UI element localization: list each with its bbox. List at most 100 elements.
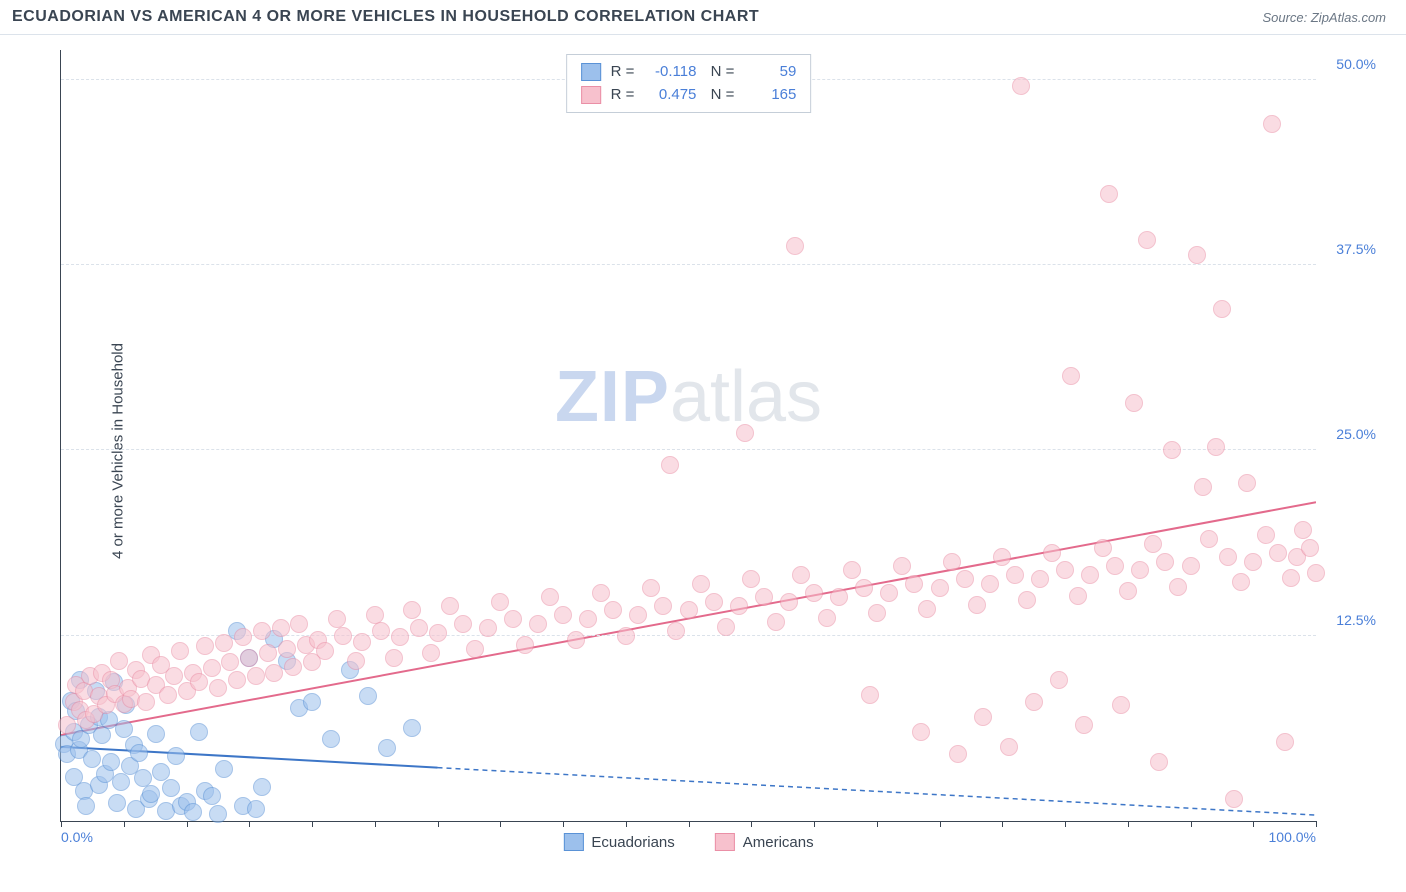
ytick-label: 37.5% <box>1336 241 1376 257</box>
xtick-mark <box>563 821 564 827</box>
scatter-point <box>1301 539 1319 557</box>
watermark-zip: ZIP <box>555 357 670 437</box>
xtick-mark <box>689 821 690 827</box>
scatter-point <box>1018 591 1036 609</box>
r-label: R = <box>611 61 635 84</box>
scatter-point <box>1062 367 1080 385</box>
xtick-mark <box>124 821 125 827</box>
scatter-point <box>77 797 95 815</box>
scatter-point <box>1156 553 1174 571</box>
ytick-label: 25.0% <box>1336 426 1376 442</box>
xtick-mark <box>312 821 313 827</box>
scatter-point <box>592 584 610 602</box>
scatter-point <box>1150 753 1168 771</box>
scatter-point <box>1106 557 1124 575</box>
scatter-point <box>209 805 227 823</box>
scatter-point <box>931 579 949 597</box>
xtick-mark <box>1253 821 1254 827</box>
gridline <box>61 449 1316 450</box>
xtick-mark <box>500 821 501 827</box>
scatter-point <box>780 593 798 611</box>
scatter-point <box>83 750 101 768</box>
scatter-point <box>1131 561 1149 579</box>
scatter-point <box>203 787 221 805</box>
n-label: N = <box>706 84 734 107</box>
r-value-americans: 0.475 <box>644 84 696 107</box>
scatter-point <box>1225 790 1243 808</box>
scatter-point <box>717 618 735 636</box>
scatter-point <box>184 803 202 821</box>
scatter-point <box>1006 566 1024 584</box>
scatter-point <box>1232 573 1250 591</box>
scatter-point <box>240 649 258 667</box>
xtick-mark <box>1316 821 1317 827</box>
scatter-point <box>993 548 1011 566</box>
scatter-point <box>1257 526 1275 544</box>
chart-container: 4 or more Vehicles in Household ZIPatlas… <box>50 50 1386 852</box>
scatter-point <box>410 619 428 637</box>
scatter-point <box>661 456 679 474</box>
swatch-americans <box>581 86 601 104</box>
scatter-point <box>905 575 923 593</box>
watermark: ZIPatlas <box>555 356 822 438</box>
xtick-mark <box>187 821 188 827</box>
legend-row-americans: R = 0.475 N = 165 <box>581 84 797 107</box>
scatter-point <box>247 800 265 818</box>
scatter-point <box>1238 474 1256 492</box>
scatter-point <box>805 584 823 602</box>
scatter-point <box>221 653 239 671</box>
scatter-point <box>868 604 886 622</box>
scatter-point <box>629 606 647 624</box>
scatter-point <box>1163 441 1181 459</box>
legend-item-americans: Americans <box>715 833 814 851</box>
scatter-point <box>1119 582 1137 600</box>
scatter-point <box>278 640 296 658</box>
scatter-point <box>1012 77 1030 95</box>
scatter-point <box>912 723 930 741</box>
scatter-point <box>893 557 911 575</box>
scatter-point <box>366 606 384 624</box>
scatter-point <box>303 693 321 711</box>
scatter-point <box>429 624 447 642</box>
scatter-point <box>1169 578 1187 596</box>
scatter-point <box>1282 569 1300 587</box>
legend-row-ecuadorians: R = -0.118 N = 59 <box>581 61 797 84</box>
scatter-point <box>134 769 152 787</box>
scatter-point <box>949 745 967 763</box>
scatter-point <box>479 619 497 637</box>
scatter-point <box>1182 557 1200 575</box>
correlation-legend: R = -0.118 N = 59 R = 0.475 N = 165 <box>566 54 812 113</box>
legend-item-ecuadorians: Ecuadorians <box>563 833 674 851</box>
scatter-point <box>137 693 155 711</box>
n-label: N = <box>706 61 734 84</box>
scatter-point <box>466 640 484 658</box>
scatter-point <box>529 615 547 633</box>
scatter-point <box>642 579 660 597</box>
scatter-point <box>112 773 130 791</box>
swatch-americans <box>715 833 735 851</box>
scatter-point <box>171 642 189 660</box>
scatter-point <box>680 601 698 619</box>
scatter-point <box>1125 394 1143 412</box>
gridline <box>61 264 1316 265</box>
scatter-point <box>654 597 672 615</box>
scatter-point <box>228 671 246 689</box>
scatter-point <box>516 636 534 654</box>
scatter-point <box>554 606 572 624</box>
scatter-point <box>742 570 760 588</box>
scatter-point <box>102 753 120 771</box>
xtick-mark <box>375 821 376 827</box>
scatter-point <box>58 716 76 734</box>
scatter-point <box>441 597 459 615</box>
scatter-point <box>196 637 214 655</box>
scatter-point <box>1263 115 1281 133</box>
scatter-point <box>692 575 710 593</box>
scatter-point <box>328 610 346 628</box>
scatter-point <box>159 686 177 704</box>
scatter-point <box>347 652 365 670</box>
scatter-point <box>736 424 754 442</box>
swatch-ecuadorians <box>581 63 601 81</box>
scatter-point <box>322 730 340 748</box>
scatter-point <box>491 593 509 611</box>
scatter-point <box>1056 561 1074 579</box>
